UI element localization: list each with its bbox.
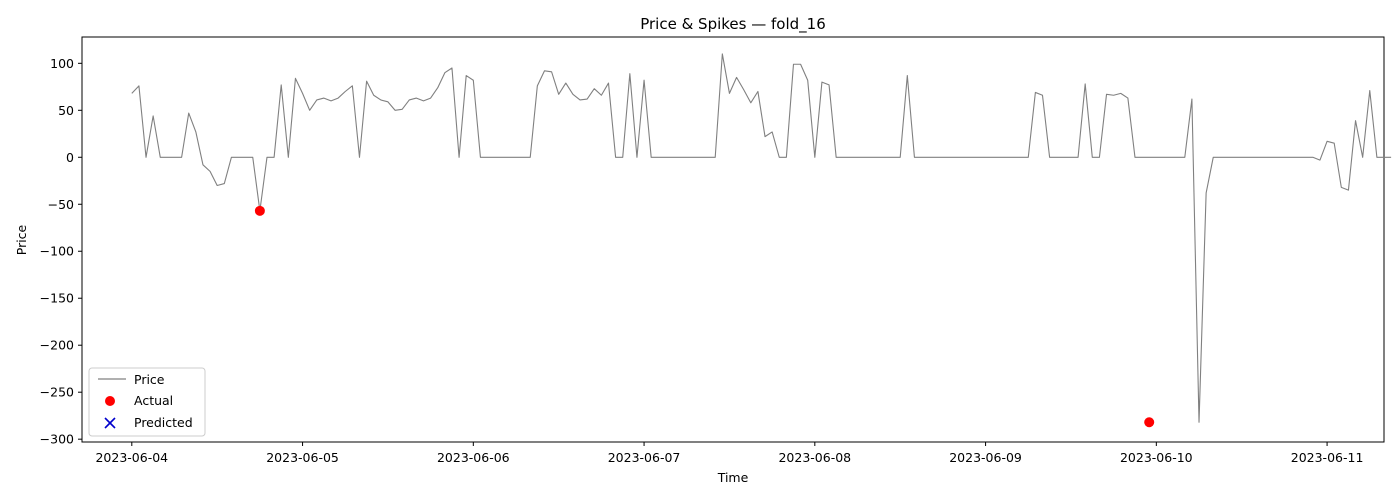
chart-title: Price & Spikes — fold_16 [640,15,826,34]
y-tick-label: 50 [58,103,74,118]
x-tick-label: 2023-06-05 [266,450,339,465]
y-tick-label: −50 [48,197,74,212]
x-tick-label: 2023-06-06 [437,450,510,465]
x-tick-label: 2023-06-04 [95,450,168,465]
x-axis: 2023-06-04 2023-06-05 2023-06-06 2023-06-07… [95,442,1363,465]
price-series [131,53,1392,423]
plot-frame [81,36,1385,443]
x-tick-label: 2023-06-09 [949,450,1022,465]
y-axis: 100 50 0 −50 −100 −150 −200 −250 −300 [40,56,82,447]
legend-price-label: Price [134,372,165,387]
x-tick-label: 2023-06-11 [1291,450,1364,465]
legend-predicted-label: Predicted [134,415,193,430]
actual-point [1144,417,1155,428]
x-axis-title: Time [717,470,749,485]
y-tick-label: −250 [40,385,74,400]
legend-frame [88,367,206,437]
legend: Price Actual Predicted [88,367,206,437]
plot-area [81,36,1392,443]
price-line [131,53,1392,423]
y-tick-label: 0 [66,150,74,165]
y-tick-label: −200 [40,338,74,353]
legend-predicted-swatch [104,417,116,429]
legend-actual-swatch [105,396,115,406]
y-tick-label: 100 [50,56,74,71]
y-axis-title: Price [14,224,29,255]
x-tick-label: 2023-06-07 [608,450,681,465]
actual-series [254,205,1155,428]
legend-actual-label: Actual [134,393,173,408]
x-tick-label: 2023-06-10 [1120,450,1193,465]
y-tick-label: −150 [40,291,74,306]
x-tick-label: 2023-06-08 [778,450,851,465]
y-tick-label: −300 [40,432,74,447]
y-tick-label: −100 [40,244,74,259]
actual-point [254,205,265,216]
